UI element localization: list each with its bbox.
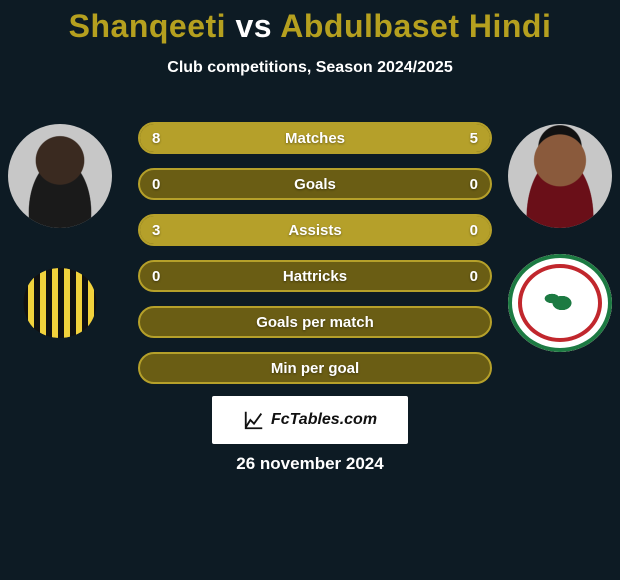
stat-value-left: 0 <box>152 176 160 193</box>
stat-value-left: 0 <box>152 268 160 285</box>
title-vs: vs <box>235 8 272 44</box>
stat-label: Hattricks <box>283 268 347 285</box>
stat-value-right: 0 <box>470 222 478 239</box>
stat-row: 3 Assists 0 <box>138 214 492 246</box>
stat-row: 0 Hattricks 0 <box>138 260 492 292</box>
stat-label: Goals <box>294 176 336 193</box>
stat-value-left: 3 <box>152 222 160 239</box>
stat-row: Goals per match <box>138 306 492 338</box>
stat-label: Min per goal <box>271 360 359 377</box>
stats-table: 8 Matches 5 0 Goals 0 3 Assists 0 0 Hattricks 0 Goal… <box>138 122 492 398</box>
chart-icon <box>243 409 265 431</box>
stat-label: Goals per match <box>256 314 374 331</box>
crest-icon <box>508 254 612 352</box>
stat-row: 8 Matches 5 <box>138 122 492 154</box>
stat-value-right: 0 <box>470 268 478 285</box>
stat-row: 0 Goals 0 <box>138 168 492 200</box>
date-label: 26 november 2024 <box>0 454 620 474</box>
brand-watermark: FcTables.com <box>212 396 408 444</box>
club2-crest <box>508 254 612 352</box>
subtitle: Club competitions, Season 2024/2025 <box>0 59 620 77</box>
avatar <box>8 124 112 228</box>
crest-icon <box>8 254 112 352</box>
title-player1: Shanqeeti <box>69 8 226 44</box>
stat-label: Assists <box>288 222 341 239</box>
stat-value-right: 5 <box>470 130 478 147</box>
stat-label: Matches <box>285 130 345 147</box>
stat-value-left: 8 <box>152 130 160 147</box>
stat-row: Min per goal <box>138 352 492 384</box>
club1-crest <box>8 254 112 352</box>
player2-portrait <box>508 124 612 228</box>
avatar <box>508 124 612 228</box>
player1-portrait <box>8 124 112 228</box>
title-player2: Abdulbaset Hindi <box>280 8 551 44</box>
brand-text: FcTables.com <box>271 411 377 429</box>
comparison-title: Shanqeeti vs Abdulbaset Hindi <box>0 0 620 45</box>
stat-value-right: 0 <box>470 176 478 193</box>
